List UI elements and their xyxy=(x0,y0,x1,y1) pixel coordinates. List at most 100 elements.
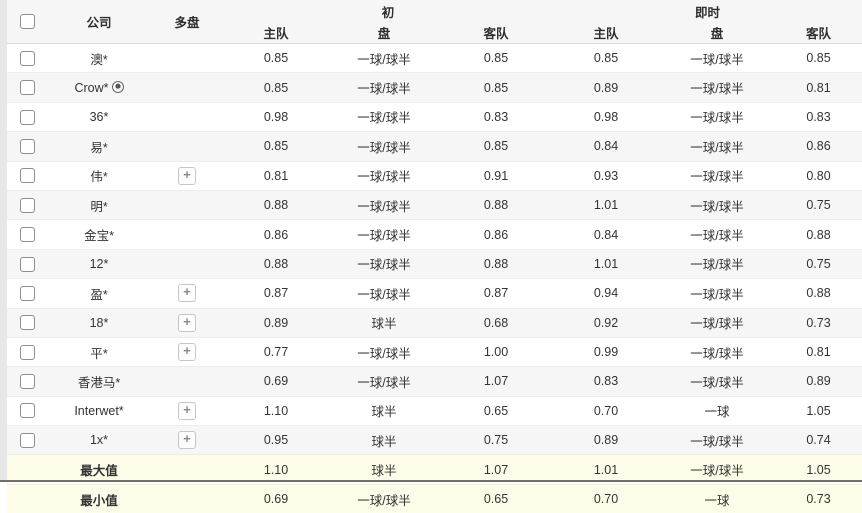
live-handicap: 一球/球半 xyxy=(659,279,775,308)
row-checkbox-cell xyxy=(7,190,47,219)
live-handicap: 一球/球半 xyxy=(659,190,775,219)
table-row: 盈* + 0.87 一球/球半 0.87 0.94 一球/球半 0.88 xyxy=(7,279,862,308)
company-cell: 1x* xyxy=(47,426,151,455)
live-away-odds: 0.83 xyxy=(775,102,862,131)
company-name[interactable]: 金宝* xyxy=(84,229,114,243)
live-away-odds: 0.85 xyxy=(775,44,862,73)
multi-odds-cell xyxy=(151,190,223,219)
summary-label: 最小值 xyxy=(47,484,151,513)
row-checkbox[interactable] xyxy=(20,198,35,213)
column-header-multi-odds: 多盘 xyxy=(151,0,223,44)
company-name[interactable]: 易* xyxy=(90,141,107,155)
live-home-odds: 1.01 xyxy=(553,190,659,219)
live-away-odds: 0.73 xyxy=(775,308,862,337)
live-away-odds: 0.89 xyxy=(775,367,862,396)
multi-odds-cell: + xyxy=(151,279,223,308)
expand-multi-odds-button[interactable]: + xyxy=(178,314,196,332)
row-checkbox[interactable] xyxy=(20,168,35,183)
company-name[interactable]: 香港马* xyxy=(78,376,120,390)
soccer-ball-icon xyxy=(112,81,124,93)
company-name[interactable]: 伟* xyxy=(90,170,107,184)
multi-odds-cell: + xyxy=(151,337,223,366)
multi-odds-cell xyxy=(151,132,223,161)
live-home-odds: 0.89 xyxy=(553,426,659,455)
multi-odds-cell: + xyxy=(151,426,223,455)
row-checkbox[interactable] xyxy=(20,80,35,95)
select-all-checkbox[interactable] xyxy=(20,14,35,29)
row-checkbox[interactable] xyxy=(20,257,35,272)
table-row: 香港马* 0.69 一球/球半 1.07 0.83 一球/球半 0.89 xyxy=(7,367,862,396)
company-name[interactable]: Interwet* xyxy=(74,404,123,418)
expand-multi-odds-button[interactable]: + xyxy=(178,402,196,420)
initial-away-odds: 0.87 xyxy=(439,279,553,308)
live-handicap: 一球 xyxy=(659,396,775,425)
column-header-live-away: 客队 xyxy=(775,22,862,44)
table-row: 金宝* 0.86 一球/球半 0.86 0.84 一球/球半 0.88 xyxy=(7,220,862,249)
company-name[interactable]: 1x* xyxy=(90,433,108,447)
live-home-odds: 0.89 xyxy=(553,73,659,102)
initial-away-odds: 0.85 xyxy=(439,132,553,161)
live-away-odds: 1.05 xyxy=(775,396,862,425)
table-row: Interwet* + 1.10 球半 0.65 0.70 一球 1.05 xyxy=(7,396,862,425)
company-name[interactable]: 盈* xyxy=(90,288,107,302)
live-handicap: 一球/球半 xyxy=(659,367,775,396)
expand-multi-odds-button[interactable]: + xyxy=(178,167,196,185)
row-checkbox-cell xyxy=(7,308,47,337)
table-row: 澳* 0.85 一球/球半 0.85 0.85 一球/球半 0.85 xyxy=(7,44,862,73)
initial-home-odds: 0.86 xyxy=(223,220,329,249)
row-checkbox[interactable] xyxy=(20,315,35,330)
row-checkbox[interactable] xyxy=(20,286,35,301)
live-home-odds: 0.92 xyxy=(553,308,659,337)
initial-home-odds: 0.87 xyxy=(223,279,329,308)
company-cell: 明* xyxy=(47,190,151,219)
table-row: 36* 0.98 一球/球半 0.83 0.98 一球/球半 0.83 xyxy=(7,102,862,131)
row-checkbox[interactable] xyxy=(20,139,35,154)
expand-multi-odds-button[interactable]: + xyxy=(178,284,196,302)
initial-away-odds: 0.88 xyxy=(439,249,553,278)
initial-home-odds: 0.85 xyxy=(223,73,329,102)
multi-odds-cell: + xyxy=(151,396,223,425)
live-home-odds: 0.84 xyxy=(553,132,659,161)
company-name[interactable]: 18* xyxy=(90,316,109,330)
initial-away-odds: 0.91 xyxy=(439,161,553,190)
table-header: 公司 多盘 初 即时 主队 盘 客队 主队 盘 客队 xyxy=(7,0,862,44)
live-handicap: 一球/球半 xyxy=(659,426,775,455)
company-name[interactable]: Crow* xyxy=(74,81,108,95)
live-handicap: 一球/球半 xyxy=(659,249,775,278)
row-checkbox[interactable] xyxy=(20,403,35,418)
live-handicap: 一球/球半 xyxy=(659,44,775,73)
live-handicap: 一球/球半 xyxy=(659,102,775,131)
row-checkbox-cell xyxy=(7,44,47,73)
row-checkbox[interactable] xyxy=(20,227,35,242)
company-name[interactable]: 澳* xyxy=(90,53,107,67)
initial-away-odds: 0.65 xyxy=(439,396,553,425)
initial-handicap: 一球/球半 xyxy=(329,44,439,73)
live-home-odds: 0.83 xyxy=(553,367,659,396)
company-cell: 香港马* xyxy=(47,367,151,396)
live-handicap: 一球/球半 xyxy=(659,220,775,249)
multi-odds-cell xyxy=(151,102,223,131)
row-checkbox[interactable] xyxy=(20,345,35,360)
initial-home-odds: 0.85 xyxy=(223,132,329,161)
company-name[interactable]: 12* xyxy=(90,257,109,271)
column-header-live-home: 主队 xyxy=(553,22,659,44)
company-name[interactable]: 36* xyxy=(90,110,109,124)
page-left-gutter xyxy=(0,0,7,482)
summary-row: 最小值 0.69 一球/球半 0.65 0.70 一球 0.73 xyxy=(7,484,862,513)
live-handicap: 一球 xyxy=(659,484,775,513)
select-all-cell xyxy=(7,0,47,44)
expand-multi-odds-button[interactable]: + xyxy=(178,343,196,361)
column-header-initial-home: 主队 xyxy=(223,22,329,44)
company-name[interactable]: 明* xyxy=(90,200,107,214)
live-handicap: 一球/球半 xyxy=(659,337,775,366)
row-checkbox[interactable] xyxy=(20,374,35,389)
company-name[interactable]: 平* xyxy=(90,347,107,361)
row-checkbox[interactable] xyxy=(20,433,35,448)
row-checkbox[interactable] xyxy=(20,51,35,66)
table-row: 12* 0.88 一球/球半 0.88 1.01 一球/球半 0.75 xyxy=(7,249,862,278)
expand-multi-odds-button[interactable]: + xyxy=(178,431,196,449)
row-checkbox-cell xyxy=(7,367,47,396)
row-checkbox-cell xyxy=(7,337,47,366)
company-cell: 金宝* xyxy=(47,220,151,249)
row-checkbox[interactable] xyxy=(20,110,35,125)
